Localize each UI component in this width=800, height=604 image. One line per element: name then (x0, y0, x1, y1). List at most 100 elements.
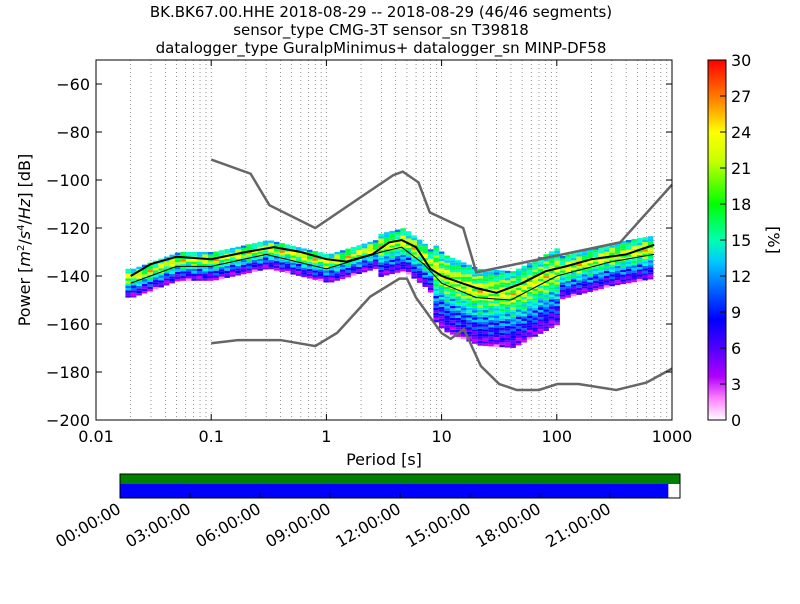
x-tick-label: 10 (431, 427, 451, 446)
density-cell (444, 301, 450, 304)
density-cell (455, 260, 461, 263)
density-cell (504, 292, 511, 295)
density-cell (455, 305, 461, 309)
density-cell (521, 313, 527, 317)
density-cell (482, 290, 489, 294)
density-cell (130, 268, 137, 272)
density-cell (515, 338, 522, 341)
density-cell (510, 292, 516, 296)
density-cell (477, 338, 483, 341)
density-cell (477, 280, 483, 284)
density-cell (246, 246, 252, 250)
density-cell (422, 250, 428, 254)
density-cell (647, 267, 654, 270)
density-cell (383, 263, 390, 266)
density-cell (180, 261, 186, 264)
density-cell (158, 273, 164, 276)
density-cell (158, 280, 164, 283)
density-cell (466, 312, 472, 316)
density-cell (207, 278, 214, 281)
density-cell (257, 263, 263, 266)
density-cell (284, 256, 291, 259)
density-cell (438, 297, 445, 300)
density-cell (416, 246, 423, 250)
density-cell (433, 257, 439, 260)
density-cell (614, 268, 621, 271)
density-cell (389, 250, 395, 253)
density-cell (603, 266, 610, 269)
density-cell (312, 267, 318, 271)
density-cell (471, 322, 478, 325)
density-cell (587, 253, 593, 256)
density-cell (224, 263, 230, 266)
density-cell (537, 295, 544, 298)
density-cell (268, 252, 274, 255)
density-cell (537, 324, 544, 327)
density-cell (356, 269, 362, 272)
density-cell (570, 267, 577, 270)
density-cell (636, 271, 643, 275)
density-cell (499, 270, 505, 273)
density-cell (411, 242, 417, 246)
density-cell (438, 294, 445, 298)
density-cell (526, 313, 533, 316)
density-cell (614, 270, 621, 274)
density-cell (521, 272, 527, 276)
density-cell (312, 270, 318, 273)
density-cell (493, 337, 500, 340)
density-cell (345, 248, 351, 251)
density-cell (493, 334, 500, 338)
density-cell (532, 262, 538, 265)
density-cell (488, 334, 494, 337)
density-cell (334, 254, 340, 257)
density-cell (372, 254, 379, 257)
density-cell (576, 278, 582, 281)
density-cell (471, 317, 478, 320)
density-cell (339, 269, 346, 272)
density-cell (240, 252, 247, 256)
density-cell (449, 315, 456, 318)
density-cell (180, 252, 186, 255)
colorbar-tick-label: 12 (731, 267, 751, 286)
density-cell (471, 336, 478, 339)
density-cell (273, 256, 280, 259)
density-cell (257, 251, 263, 254)
density-cell (306, 249, 313, 253)
density-cell (543, 297, 549, 300)
density-cell (438, 299, 445, 302)
density-cell (493, 330, 500, 333)
density-cell (598, 281, 604, 285)
density-cell (576, 275, 582, 279)
density-cell (449, 260, 456, 263)
density-cell (515, 290, 522, 293)
density-cell (631, 277, 637, 280)
density-cell (482, 300, 489, 303)
density-cell (438, 287, 445, 290)
density-cell (504, 294, 511, 298)
density-cell (609, 250, 615, 253)
density-cell (405, 260, 412, 263)
density-cell (427, 290, 434, 293)
density-cell (592, 278, 599, 281)
density-cell (466, 334, 472, 337)
density-cell (603, 251, 610, 255)
density-cell (449, 298, 456, 302)
density-cell (592, 276, 599, 279)
density-cell (240, 269, 247, 272)
density-cell (405, 272, 412, 275)
density-cell (598, 269, 604, 273)
density-cell (444, 317, 450, 321)
density-cell (488, 312, 494, 316)
density-cell (598, 255, 604, 258)
density-cell (169, 273, 175, 277)
density-cell (416, 265, 423, 269)
density-cell (647, 238, 654, 242)
density-cell (515, 309, 522, 312)
density-cell (543, 263, 549, 267)
density-cell (554, 286, 560, 290)
density-cell (592, 280, 599, 284)
density-cell (620, 260, 626, 263)
density-cell (416, 258, 423, 262)
density-cell (191, 261, 197, 264)
density-cell (631, 265, 637, 268)
